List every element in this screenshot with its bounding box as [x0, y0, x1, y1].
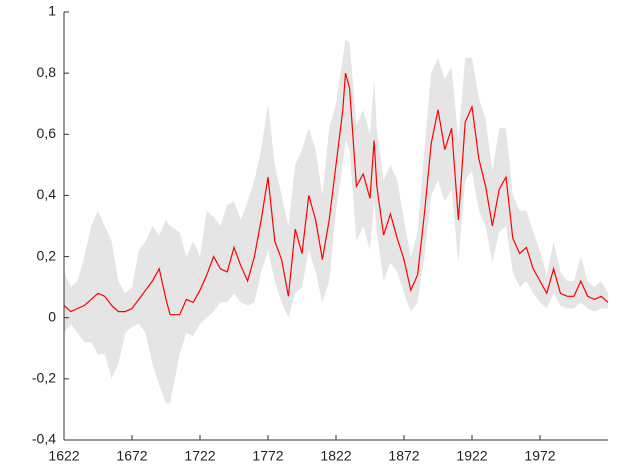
y-tick-label: 0,8	[37, 64, 57, 80]
data-line	[63, 72, 609, 316]
y-tick-label: -0,4	[32, 431, 56, 447]
y-tick-label: 1	[48, 3, 56, 19]
x-tick-label: 1922	[456, 448, 487, 464]
y-tick-label: 0,2	[37, 247, 57, 263]
y-tick-label: 0	[48, 308, 56, 324]
x-tick-label: 1972	[524, 448, 555, 464]
x-tick-label: 1872	[388, 448, 419, 464]
x-tick-label: 1822	[320, 448, 351, 464]
y-tick-label: -0,2	[32, 370, 56, 386]
y-tick-label: 0,6	[37, 125, 57, 141]
x-tick-label: 1772	[252, 448, 283, 464]
x-tick-label: 1672	[116, 448, 147, 464]
x-tick-label: 1622	[48, 448, 79, 464]
x-tick-label: 1722	[184, 448, 215, 464]
confidence-band	[64, 39, 608, 404]
y-tick-label: 0,4	[37, 186, 57, 202]
